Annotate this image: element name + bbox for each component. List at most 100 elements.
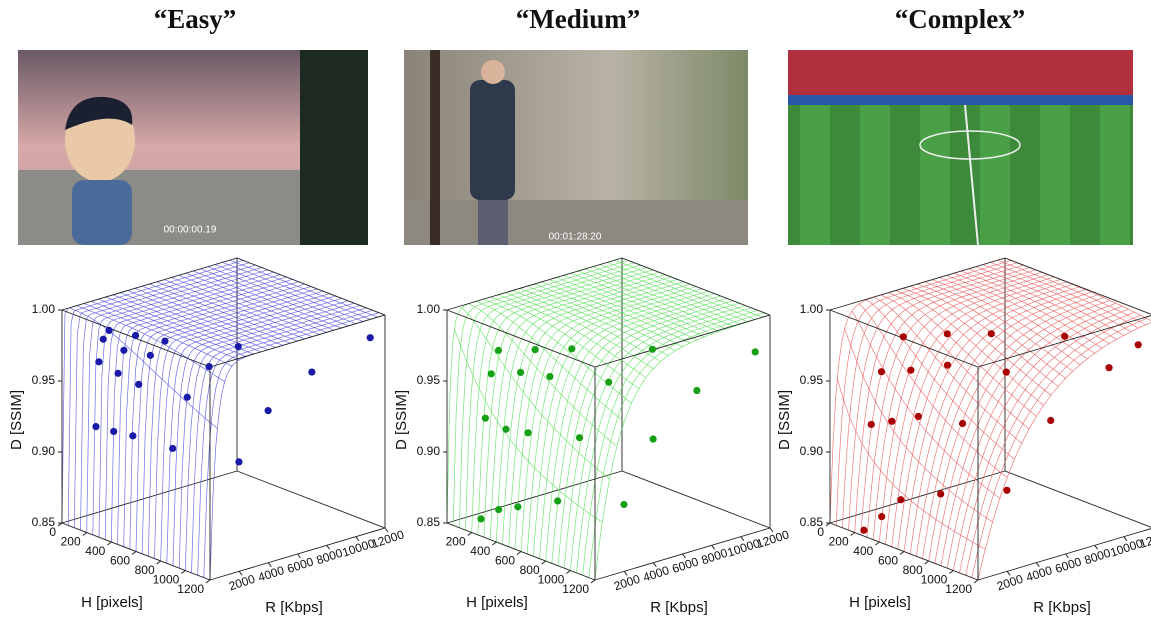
y-axis-label: D [SSIM]	[8, 390, 25, 450]
x-tick	[542, 561, 546, 564]
x-tick	[591, 580, 595, 583]
data-point	[106, 327, 113, 334]
data-point	[888, 418, 895, 425]
data-point	[110, 428, 117, 435]
data-point	[1105, 364, 1112, 371]
x-tick	[83, 533, 87, 536]
data-point	[568, 345, 575, 352]
z-tick-label: 4000	[256, 563, 286, 585]
z-tick-label: 2000	[612, 572, 642, 594]
data-point	[693, 387, 700, 394]
z-tick-label: 4000	[641, 563, 671, 585]
box-edge	[622, 471, 770, 528]
surface-line	[966, 315, 1141, 575]
data-point	[1061, 333, 1068, 340]
x-tick-label: 200	[446, 535, 466, 549]
surface-line	[960, 312, 1135, 573]
x-tick-label: 0	[817, 525, 824, 539]
box-edge	[62, 258, 237, 310]
y-tick-label: 1.00	[32, 302, 56, 316]
data-point	[860, 527, 867, 534]
surface-line	[527, 289, 702, 554]
x-tick	[875, 542, 879, 545]
x-tick	[132, 552, 136, 555]
x-tick-label: 0	[49, 525, 56, 539]
x-tick	[206, 580, 210, 583]
x-tick	[566, 571, 570, 574]
surface-line	[527, 286, 675, 351]
x-tick-label: 1000	[921, 573, 948, 587]
data-point	[554, 497, 561, 504]
x-axis-label: H [pixels]	[466, 594, 528, 611]
data-point	[206, 363, 213, 370]
z-axis-label: R [Kbps]	[1033, 599, 1091, 616]
chart-title: “Easy”	[154, 4, 237, 34]
data-point	[184, 394, 191, 401]
x-axis-label: H [pixels]	[849, 594, 911, 611]
x-tick	[517, 552, 521, 555]
y-tick-label: 0.95	[417, 373, 441, 387]
y-tick-label: 0.95	[800, 373, 824, 387]
thumbnail-easy	[18, 50, 368, 245]
x-tick	[925, 561, 929, 564]
x-tick-label: 400	[853, 544, 873, 558]
z-tick-label: 6000	[1053, 554, 1083, 576]
data-point	[308, 368, 315, 375]
z-tick-label: 2000	[227, 572, 257, 594]
surface-line	[192, 308, 367, 573]
data-point	[367, 334, 374, 341]
data-point	[129, 432, 136, 439]
data-point	[752, 348, 759, 355]
chart-title: “Complex”	[895, 4, 1026, 34]
data-point	[959, 420, 966, 427]
data-point	[1003, 487, 1010, 494]
data-point	[546, 373, 553, 380]
data-point	[132, 332, 139, 339]
y-tick-label: 1.00	[417, 302, 441, 316]
x-tick	[107, 542, 111, 545]
data-point	[169, 445, 176, 452]
data-point	[235, 343, 242, 350]
data-point	[944, 362, 951, 369]
z-axis-label: R [Kbps]	[265, 599, 323, 616]
x-tick	[468, 533, 472, 536]
data-point	[576, 434, 583, 441]
x-tick-label: 200	[61, 535, 81, 549]
x-tick	[157, 561, 161, 564]
x-tick	[974, 580, 978, 583]
y-tick-label: 0.90	[32, 444, 56, 458]
data-point	[620, 501, 627, 508]
box-edge	[447, 258, 622, 310]
box-edge	[237, 471, 385, 528]
data-point	[897, 496, 904, 503]
x-tick	[181, 571, 185, 574]
data-point	[488, 370, 495, 377]
data-point	[495, 347, 502, 354]
data-point	[878, 368, 885, 375]
y-tick-label: 0.85	[417, 515, 441, 529]
x-tick-label: 1200	[562, 582, 589, 596]
data-point	[495, 506, 502, 513]
z-tick-label: 6000	[670, 554, 700, 576]
surface-line	[972, 318, 1147, 577]
z-tick-label: 4000	[1024, 563, 1054, 585]
surface-line	[925, 282, 1073, 371]
data-point	[482, 415, 489, 422]
data-point	[1047, 417, 1054, 424]
data-point	[514, 503, 521, 510]
surface-line	[84, 304, 232, 367]
surface-line	[564, 303, 739, 568]
x-tick-label: 600	[110, 554, 130, 568]
x-axis-label: H [pixels]	[81, 594, 143, 611]
surface-line	[476, 301, 624, 422]
data-point	[114, 370, 121, 377]
data-point	[649, 346, 656, 353]
surface-line	[198, 310, 373, 575]
figure: “Easy”00:00:00.190.850.900.951.000200400…	[0, 0, 1151, 621]
timestamp: 00:01:28:20	[549, 232, 602, 243]
x-tick-label: 1000	[538, 573, 565, 587]
data-point	[900, 333, 907, 340]
thumbnail-complex	[788, 50, 1133, 245]
data-point	[650, 435, 657, 442]
x-tick-label: 400	[85, 544, 105, 558]
